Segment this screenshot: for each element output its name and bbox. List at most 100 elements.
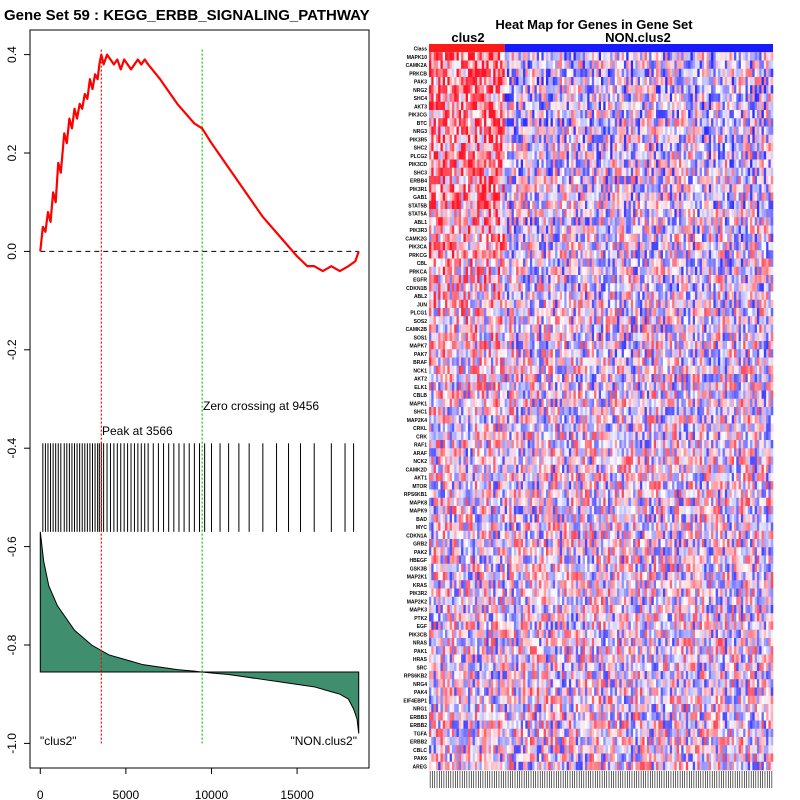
heatmap-cell [706,110,710,119]
heatmap-cell [736,209,739,218]
heatmap-cell [617,242,620,251]
heatmap-cell [470,159,473,169]
heatmap-cell [458,151,462,160]
heatmap-cell [525,52,528,61]
heatmap-cell [438,209,441,218]
heatmap-cell [559,275,563,284]
heatmap-cell [743,85,746,94]
heatmap-cell [601,134,604,144]
heatmap-cell [614,77,618,86]
heatmap-cell [529,167,533,177]
heatmap-cell [527,291,531,301]
heatmap-cell [626,299,629,309]
heatmap-cell [681,143,684,152]
heatmap-cell [717,192,721,202]
heatmap-cell [603,266,606,276]
heatmap-cell [635,143,638,152]
heatmap-cell [626,118,629,127]
heatmap-cell [644,299,648,309]
heatmap-cell [619,250,622,259]
heatmap-cell [488,60,492,70]
heatmap-cell [711,275,714,284]
heatmap-cell [743,126,746,136]
heatmap-cell [697,118,700,127]
heatmap-cell [454,126,457,136]
heatmap-cell [525,233,528,243]
heatmap-cell [630,60,634,70]
heatmap-cell [642,126,645,136]
heatmap-cell [559,283,563,292]
heatmap-cell [635,60,638,70]
heatmap-cell [672,266,675,276]
heatmap-cell [470,266,473,276]
heatmap-cell [431,258,434,268]
heatmap-cell [545,77,549,86]
heatmap-cell [690,118,694,127]
heatmap-cell [676,167,680,177]
heatmap-cell [649,93,652,103]
heatmap-cell [465,184,469,193]
heatmap-cell [623,291,627,301]
heatmap-cell [637,275,641,284]
heatmap-cell [479,151,483,160]
heatmap-cell [532,118,535,127]
heatmap-cell [688,283,691,292]
heatmap-cell [541,242,544,251]
heatmap-cell [493,233,496,243]
heatmap-cell [509,126,512,136]
heatmap-cell [731,143,735,152]
heatmap-cell [493,118,496,127]
heatmap-cell [433,101,437,111]
heatmap-cell [717,242,721,251]
heatmap-cell [552,217,556,226]
heatmap-cell [520,159,524,169]
heatmap-cell [571,192,574,202]
heatmap-cell [612,242,616,251]
heatmap-cell [633,275,636,284]
heatmap-cell [720,233,723,243]
heatmap-cell [639,283,643,292]
heatmap-cell [665,200,668,210]
heatmap-cell [568,167,572,177]
heatmap-cell [587,299,590,309]
heatmap-cell [488,167,492,177]
heatmap-cell [695,110,698,119]
heatmap-cell [431,101,434,111]
heatmap-cell [555,143,558,152]
heatmap-cell [752,209,755,218]
heatmap-cell [596,184,600,193]
heatmap-cell [610,258,613,268]
heatmap-cell [545,258,549,268]
heatmap-cell [497,275,501,284]
heatmap-cell [763,217,767,226]
heatmap-cell [562,85,565,94]
heatmap-cell [447,242,450,251]
heatmap-cell [584,118,588,127]
heatmap-cell [534,52,538,61]
heatmap-cell [743,209,746,218]
heatmap-cell [573,258,577,268]
heatmap-cell [454,316,457,325]
heatmap-cell [630,77,634,86]
heatmap-cell [619,110,622,119]
heatmap-cell [511,283,515,292]
heatmap-cell [734,266,737,276]
heatmap-cell [456,250,460,259]
heatmap-cell [747,299,751,309]
heatmap-cell [766,225,769,235]
heatmap-cell [674,291,677,301]
heatmap-cell [768,176,772,185]
heatmap-cell [429,68,432,78]
heatmap-cell [731,266,735,276]
heatmap-cell [435,283,439,292]
heatmap-cell [431,167,434,177]
heatmap-cell [534,283,538,292]
heatmap-cell [697,52,700,61]
heatmap-cell [472,283,476,292]
heatmap-cell [589,209,593,218]
heatmap-cell [724,266,728,276]
heatmap-cell [752,283,755,292]
heatmap-cell [711,266,714,276]
heatmap-cell [495,143,499,152]
heatmap-cell [589,110,593,119]
